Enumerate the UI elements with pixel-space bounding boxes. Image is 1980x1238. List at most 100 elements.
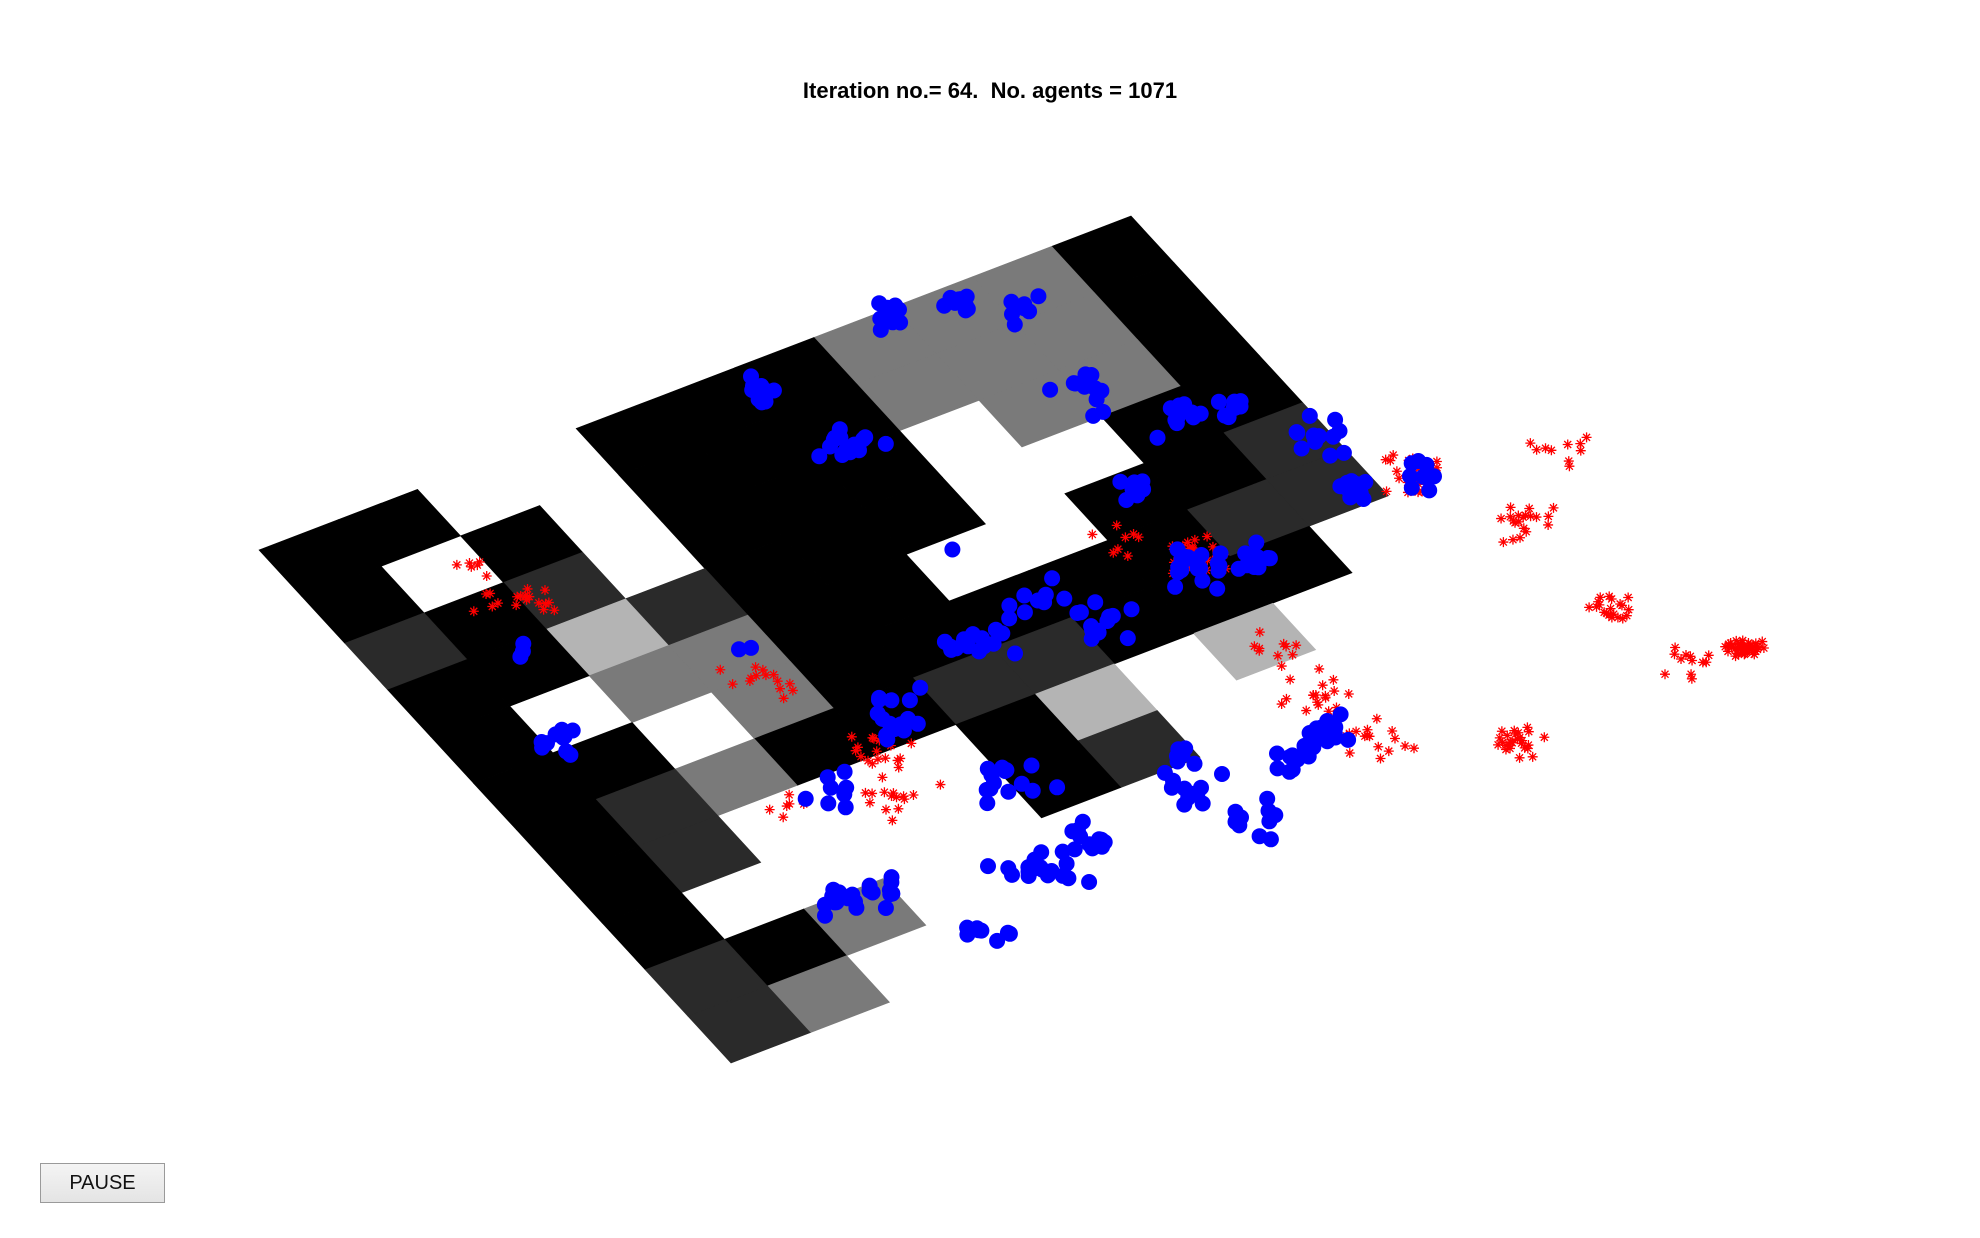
agent-star (1400, 741, 1411, 752)
agent-star (864, 797, 875, 808)
agent-dot (1036, 594, 1053, 611)
agent-dot (877, 308, 894, 325)
agent-star (487, 601, 498, 612)
agent-star (1513, 510, 1524, 521)
agent-star (1507, 737, 1518, 748)
agent-star (1518, 523, 1529, 534)
agent-star (935, 779, 946, 790)
agent-star (1359, 731, 1370, 742)
agent-star (908, 789, 919, 800)
agent-dot (731, 641, 747, 658)
agent-star (1122, 550, 1133, 561)
agent-star (1527, 751, 1538, 762)
agent-dot (1421, 482, 1438, 499)
agent-star (898, 791, 909, 802)
agent-dot (1007, 645, 1023, 662)
agent-dot (837, 443, 854, 460)
agent-star (880, 753, 891, 764)
agent-star (533, 597, 544, 608)
agent-star (1351, 726, 1362, 737)
agent-star (1112, 544, 1123, 555)
agent-star (1731, 648, 1742, 659)
agent-dot (1267, 807, 1284, 824)
agent-star (1509, 725, 1520, 736)
agent-dot (1067, 375, 1084, 392)
agent-dot (1168, 415, 1185, 432)
agent-star (893, 803, 904, 814)
agent-dot (983, 767, 1000, 783)
agent-star (1731, 635, 1742, 646)
agent-star (1750, 646, 1761, 657)
agent-star (1371, 713, 1382, 724)
agent-star (515, 590, 526, 601)
agent-star (906, 738, 917, 749)
agent-star (1591, 601, 1602, 612)
agent-star (1621, 610, 1632, 621)
agent-star (1329, 686, 1340, 697)
agent-star (1498, 537, 1509, 548)
agent-star (1362, 724, 1373, 735)
agent-dot (1054, 843, 1071, 860)
agent-dot (1013, 775, 1030, 792)
agent-star (1729, 644, 1740, 655)
agent-dot (1269, 745, 1285, 762)
agent-dot (857, 429, 874, 446)
agent-star (1373, 741, 1384, 752)
agent-star (1513, 516, 1524, 527)
agent-star (1612, 612, 1623, 623)
agent-star (1287, 649, 1298, 660)
agent-star (1276, 699, 1287, 710)
agent-star (1737, 635, 1748, 646)
agent-star (772, 676, 783, 687)
agent-star (1202, 531, 1213, 542)
agent-star (1505, 502, 1516, 513)
agent-star (1746, 644, 1757, 655)
agent-dot (1332, 706, 1349, 723)
agent-dot (891, 301, 907, 318)
agent-dot (1033, 844, 1050, 861)
agent-dot (1058, 855, 1075, 872)
agent-star (1387, 725, 1398, 736)
agent-star (1389, 733, 1400, 744)
agent-dot (874, 710, 891, 727)
agent-star (863, 755, 874, 766)
agent-star (1531, 444, 1542, 455)
agent-dot (1030, 288, 1047, 305)
agent-dot (1426, 468, 1442, 485)
agent-dot (1319, 713, 1336, 729)
agent-star (1381, 486, 1392, 497)
agent-star (1523, 726, 1534, 737)
agent-star (1595, 592, 1606, 603)
agent-dot (1227, 399, 1244, 416)
agent-star (867, 758, 878, 769)
agent-star (764, 804, 775, 815)
agent-dot (1023, 757, 1040, 774)
agent-star (1133, 532, 1144, 543)
agent-star (1362, 730, 1373, 741)
agent-star (1278, 638, 1289, 649)
agent-dot (1209, 580, 1226, 597)
agent-star (850, 745, 861, 756)
agent-dot (1402, 468, 1418, 485)
agent-dot (1085, 407, 1102, 424)
agent-star (1394, 473, 1405, 484)
agent-star (1510, 728, 1521, 739)
agent-star (1581, 432, 1592, 443)
agent-star (1272, 650, 1283, 661)
agent-dot (982, 780, 999, 797)
pause-button[interactable]: PAUSE (40, 1163, 165, 1203)
agent-dot (1269, 760, 1286, 777)
agent-star (886, 791, 897, 802)
agent-star (1108, 547, 1119, 558)
agent-star (1087, 529, 1098, 540)
agent-star (1516, 738, 1527, 749)
agent-star (1301, 705, 1312, 716)
agent-star (1525, 511, 1536, 522)
agent-star (784, 798, 795, 809)
agent-dot (1123, 601, 1140, 618)
agent-star (1518, 512, 1529, 523)
agent-dot (743, 639, 759, 656)
agent-star (868, 733, 879, 744)
agent-star (1111, 520, 1122, 531)
agent-star (1254, 627, 1265, 638)
